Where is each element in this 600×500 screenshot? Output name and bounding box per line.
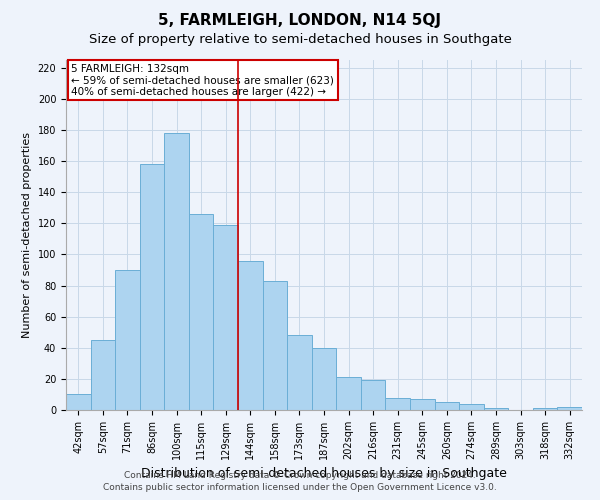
Bar xyxy=(140,164,164,410)
Bar xyxy=(434,402,459,410)
Bar xyxy=(557,407,582,410)
Bar xyxy=(214,225,238,410)
Bar xyxy=(66,394,91,410)
Text: Contains public sector information licensed under the Open Government Licence v3: Contains public sector information licen… xyxy=(103,484,497,492)
Bar xyxy=(336,378,361,410)
Bar xyxy=(287,336,312,410)
Bar xyxy=(361,380,385,410)
Text: 5 FARMLEIGH: 132sqm
← 59% of semi-detached houses are smaller (623)
40% of semi-: 5 FARMLEIGH: 132sqm ← 59% of semi-detach… xyxy=(71,64,334,96)
Bar xyxy=(91,340,115,410)
Bar xyxy=(533,408,557,410)
Bar xyxy=(164,133,189,410)
Text: Contains HM Land Registry data © Crown copyright and database right 2024.: Contains HM Land Registry data © Crown c… xyxy=(124,471,476,480)
Bar xyxy=(189,214,214,410)
Bar xyxy=(410,399,434,410)
Text: Size of property relative to semi-detached houses in Southgate: Size of property relative to semi-detach… xyxy=(89,32,511,46)
Bar xyxy=(312,348,336,410)
Text: 5, FARMLEIGH, LONDON, N14 5QJ: 5, FARMLEIGH, LONDON, N14 5QJ xyxy=(158,12,442,28)
Y-axis label: Number of semi-detached properties: Number of semi-detached properties xyxy=(22,132,32,338)
Bar xyxy=(238,260,263,410)
Bar xyxy=(484,408,508,410)
Bar xyxy=(263,281,287,410)
Bar xyxy=(115,270,140,410)
X-axis label: Distribution of semi-detached houses by size in Southgate: Distribution of semi-detached houses by … xyxy=(141,468,507,480)
Bar xyxy=(459,404,484,410)
Bar xyxy=(385,398,410,410)
